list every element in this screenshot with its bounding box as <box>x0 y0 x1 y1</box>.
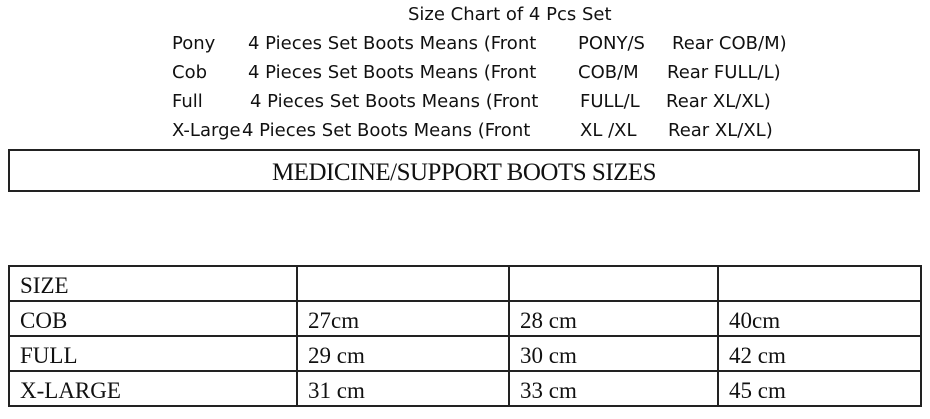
table-row: COB 27cm 28 cm 40cm <box>8 300 922 337</box>
table-row: X-LARGE 31 cm 33 cm 45 cm <box>8 370 922 407</box>
size-line-cob: Cob 4 Pieces Set Boots Means (Front COB/… <box>172 62 872 86</box>
size-line-pony: Pony 4 Pieces Set Boots Means (Front PON… <box>172 33 872 57</box>
size-desc: 4 Pieces Set Boots Means (Front <box>248 62 537 83</box>
table-cell <box>508 265 719 302</box>
size-rear: Rear XL/XL) <box>666 91 771 112</box>
size-front: XL /XL <box>580 120 637 141</box>
size-front: PONY/S <box>578 33 645 54</box>
table-cell: 30 cm <box>508 335 719 372</box>
table-cell: SIZE <box>8 265 298 302</box>
size-line-full: Full 4 Pieces Set Boots Means (Front FUL… <box>172 91 872 115</box>
table-cell: 27cm <box>296 300 510 337</box>
size-name: Full <box>172 91 203 112</box>
table-cell: 40cm <box>717 300 922 337</box>
table-cell: 45 cm <box>717 370 922 407</box>
size-chart-title: Size Chart of 4 Pcs Set <box>408 4 612 25</box>
table-cell: 31 cm <box>296 370 510 407</box>
size-name: Cob <box>172 62 208 83</box>
table-cell: 29 cm <box>296 335 510 372</box>
size-name: X-Large <box>172 120 241 141</box>
size-front: COB/M <box>578 62 639 83</box>
size-rear: Rear FULL/L) <box>667 62 781 83</box>
table-cell <box>717 265 922 302</box>
size-desc: 4 Pieces Set Boots Means (Front <box>242 120 531 141</box>
table-cell: 42 cm <box>717 335 922 372</box>
size-desc: 4 Pieces Set Boots Means (Front <box>248 33 537 54</box>
table-cell: 28 cm <box>508 300 719 337</box>
section-title: MEDICINE/SUPPORT BOOTS SIZES <box>271 159 657 186</box>
size-front: FULL/L <box>580 91 640 112</box>
size-rear: Rear XL/XL) <box>668 120 773 141</box>
size-name: Pony <box>172 33 216 54</box>
size-desc: 4 Pieces Set Boots Means (Front <box>250 91 539 112</box>
size-rear: Rear COB/M) <box>672 33 787 54</box>
table-cell: X-LARGE <box>8 370 298 407</box>
table-cell: COB <box>8 300 298 337</box>
section-title-box: MEDICINE/SUPPORT BOOTS SIZES <box>8 149 920 192</box>
boot-size-table: SIZE COB 27cm 28 cm 40cm FULL 29 cm 30 c… <box>8 265 922 407</box>
table-header-row: SIZE <box>8 265 922 302</box>
table-cell: FULL <box>8 335 298 372</box>
size-line-xlarge: X-Large 4 Pieces Set Boots Means (Front … <box>172 120 872 144</box>
table-cell <box>296 265 510 302</box>
table-row: FULL 29 cm 30 cm 42 cm <box>8 335 922 372</box>
table-cell: 33 cm <box>508 370 719 407</box>
